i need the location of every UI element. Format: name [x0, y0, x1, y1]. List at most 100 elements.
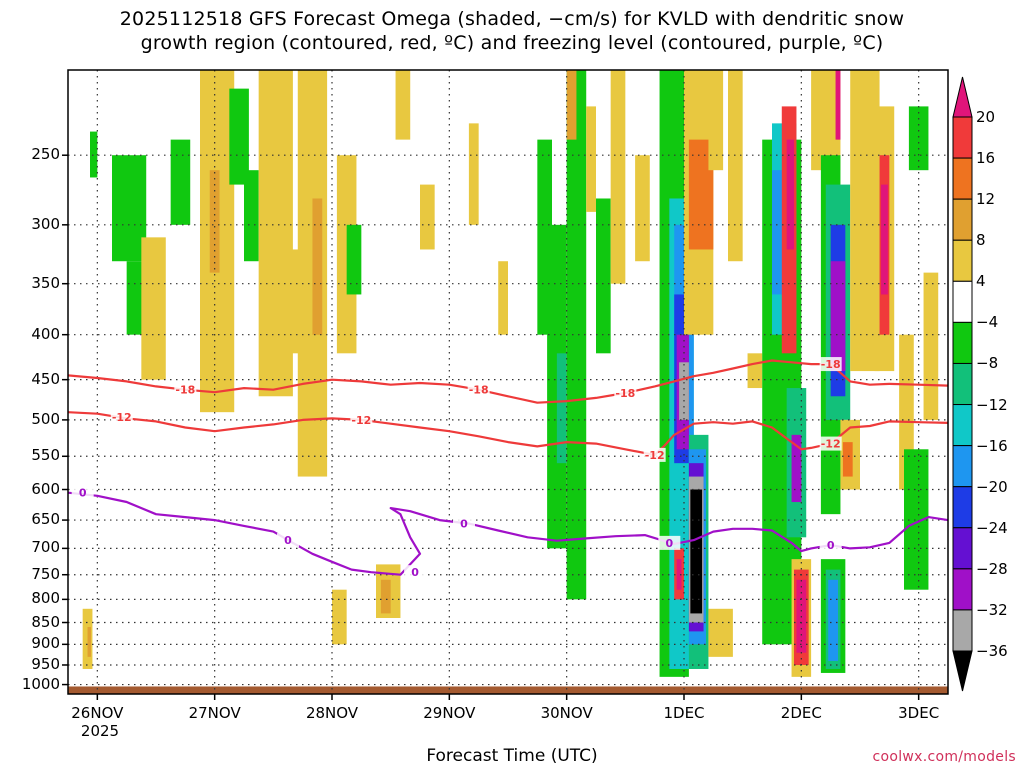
colorbar-bin [952, 321, 973, 364]
contour-label: 0 [411, 566, 419, 579]
omega-cell [828, 579, 838, 661]
grid-layer [68, 70, 948, 694]
contour-label: -12 [645, 449, 665, 462]
colorbar-label: 8 [976, 231, 986, 250]
y-tick-label: 350 [31, 273, 60, 292]
omega-cell [566, 70, 587, 600]
contour-label-bg [819, 436, 842, 451]
contour-label-bg [350, 412, 373, 427]
colorbar-bin [952, 362, 973, 406]
colorbar-label: −8 [976, 354, 999, 373]
omega-cell [708, 70, 724, 171]
y-tick-label: 500 [31, 409, 60, 428]
colorbar-bin [952, 445, 973, 488]
omega-cell [547, 224, 567, 549]
source-credit: coolwx.com/models [872, 749, 1016, 765]
colorbar-bin [952, 198, 973, 241]
omega-cell [170, 139, 191, 225]
colorbar-bin [952, 239, 973, 282]
omega-cell [346, 224, 362, 295]
omega-cell [380, 579, 391, 614]
colorbar [952, 76, 973, 692]
contour-label: 0 [284, 534, 292, 547]
colorbar-label: −20 [976, 477, 1008, 496]
y-tick-label: 950 [31, 654, 60, 673]
colorbar-label: 12 [976, 190, 996, 209]
plot-frame [67, 69, 949, 695]
contour-label: 0 [666, 537, 674, 550]
colorbar-label: −32 [976, 600, 1008, 619]
x-axis-title: Forecast Time (UTC) [426, 746, 598, 766]
omega-cell [728, 70, 743, 262]
colorbar-bin [952, 116, 973, 159]
contour-dgz-minus18 [68, 359, 948, 404]
omega-shading-layer [82, 70, 939, 677]
x-tick-label: 2DEC [780, 704, 822, 722]
y-tick-label: 550 [31, 446, 60, 465]
colorbar-bin [952, 486, 973, 529]
omega-cell [141, 237, 166, 380]
contour-label: 0 [827, 539, 835, 552]
y-tick-label: 800 [31, 589, 60, 608]
colorbar-label: 20 [976, 108, 996, 126]
contour-label: -18 [469, 384, 489, 397]
contour-label: 0 [79, 487, 87, 500]
colorbar-label: −36 [976, 642, 1008, 660]
y-tick-label: 1000 [21, 674, 60, 693]
colorbar-label: −16 [976, 436, 1008, 455]
ground-band [68, 686, 948, 694]
omega-cell [312, 198, 323, 335]
omega-cell [791, 434, 802, 503]
colorbar-label: −4 [976, 313, 999, 332]
x-tick-label: 3DEC [898, 704, 940, 722]
omega-cell [468, 123, 479, 225]
x-tick-label: 1DEC [663, 704, 705, 722]
colorbar-top-triangle [952, 76, 973, 118]
omega-cell [244, 170, 259, 262]
omega-cell [87, 626, 91, 657]
omega-cell [332, 589, 347, 645]
colorbar-label: −28 [976, 559, 1008, 578]
y-tick-label: 900 [31, 634, 60, 653]
contour-label-bg [819, 357, 842, 372]
omega-cell [842, 442, 853, 477]
y-tick-label: 850 [31, 612, 60, 631]
contour-label-bg [453, 516, 475, 531]
y-tick-label: 250 [31, 145, 60, 164]
omega-cell [556, 353, 567, 464]
omega-cell [420, 184, 435, 250]
omega-cell [881, 184, 888, 295]
omega-cell [850, 70, 880, 372]
chart-title-line2: growth region (contoured, red, ºC) and f… [140, 32, 884, 54]
colorbar-bin [952, 280, 973, 323]
contour-label-bg [277, 533, 299, 548]
x-tick-label: 28NOV [305, 704, 359, 722]
colorbar-bin [952, 157, 973, 200]
omega-cell [596, 198, 611, 354]
omega-cell [635, 155, 650, 262]
contour-label: -12 [351, 414, 371, 427]
contour-label-bg [174, 382, 197, 397]
omega-cell [90, 131, 98, 178]
contour-label: -18 [821, 358, 841, 371]
omega-cell [676, 559, 682, 590]
contour-label-bg [658, 535, 681, 550]
contour-label: 0 [460, 518, 468, 531]
omega-cell [786, 139, 794, 250]
y-tick-label: 700 [31, 538, 60, 557]
y-tick-label: 750 [31, 564, 60, 583]
contour-label: -18 [175, 384, 195, 397]
x-tick-label: 26NOV [71, 704, 124, 722]
contour-label-bg [819, 538, 842, 553]
colorbar-bin [952, 527, 973, 570]
contour-label: -18 [615, 387, 635, 400]
colorbar-bottom-triangle [952, 650, 973, 692]
contour-label: -12 [112, 411, 132, 424]
y-tick-label: 650 [31, 510, 60, 529]
omega-cell [610, 70, 626, 284]
colorbar-label: −24 [976, 518, 1008, 537]
x-tick-label: 30NOV [540, 704, 593, 722]
omega-cell [498, 261, 508, 335]
x-tick-label: 27NOV [188, 704, 241, 722]
